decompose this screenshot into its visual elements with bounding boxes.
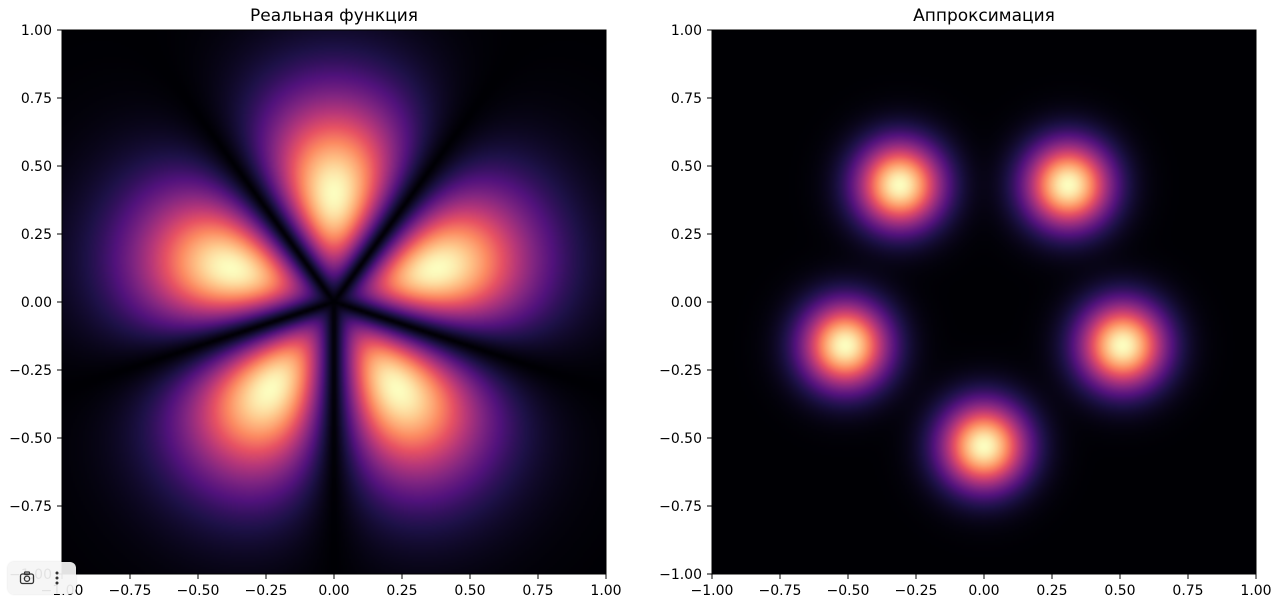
image-overlay-toolbar [8, 562, 76, 594]
chart-title-approx: Аппроксимация [913, 6, 1055, 26]
x-tick-label: 0.00 [968, 583, 999, 599]
y-tick-label: 0.00 [21, 295, 52, 311]
y-tick-label: 0.50 [671, 159, 702, 175]
y-tick-label: 1.00 [671, 23, 702, 39]
heatmap-approx [712, 30, 1256, 574]
y-tick-label: 0.75 [21, 91, 52, 107]
x-tick-label: −0.75 [759, 583, 802, 599]
heatmap-real [62, 30, 606, 574]
y-tick-label: −0.50 [9, 431, 52, 447]
y-tick-label: 0.00 [671, 295, 702, 311]
x-tick-label: −0.50 [827, 583, 870, 599]
x-tick-label: 0.75 [522, 583, 553, 599]
x-tick-label: 0.50 [454, 583, 485, 599]
x-tick-label: −0.25 [245, 583, 288, 599]
x-tick-label: 0.25 [1036, 583, 1067, 599]
x-tick-label: 0.75 [1172, 583, 1203, 599]
y-tick-label: 1.00 [21, 23, 52, 39]
y-tick-label: −0.50 [659, 431, 702, 447]
chart-title-real: Реальная функция [250, 6, 418, 26]
axes-approximation: Аппроксимация −1.00 −0.75 −0.50 −0.25 0.00 0.… [659, 6, 1271, 599]
camera-icon[interactable] [17, 568, 37, 588]
y-tick-label: 0.25 [21, 227, 52, 243]
x-tick-label: 0.00 [318, 583, 349, 599]
x-tick-label: 1.00 [1240, 583, 1271, 599]
x-tick-label: −0.25 [895, 583, 938, 599]
y-tick-label: 0.25 [671, 227, 702, 243]
axes-real-function: Реальная функция −1.00−0.75−0.50−0.250.0… [9, 6, 621, 599]
x-tick-label: 0.25 [386, 583, 417, 599]
more-vertical-icon[interactable] [47, 568, 67, 588]
y-tick-label: 0.75 [671, 91, 702, 107]
x-tick-label: −0.75 [109, 583, 152, 599]
y-tick-label: −0.25 [9, 363, 52, 379]
x-tick-label: −0.50 [177, 583, 220, 599]
y-tick-label: 0.50 [21, 159, 52, 175]
y-tick-label: −0.75 [659, 499, 702, 515]
x-tick-label: −1.00 [691, 583, 734, 599]
y-tick-label: −0.75 [9, 499, 52, 515]
x-tick-label: 1.00 [590, 583, 621, 599]
x-tick-label: 0.50 [1104, 583, 1135, 599]
y-tick-label: −0.25 [659, 363, 702, 379]
y-tick-label: −1.00 [659, 567, 702, 583]
